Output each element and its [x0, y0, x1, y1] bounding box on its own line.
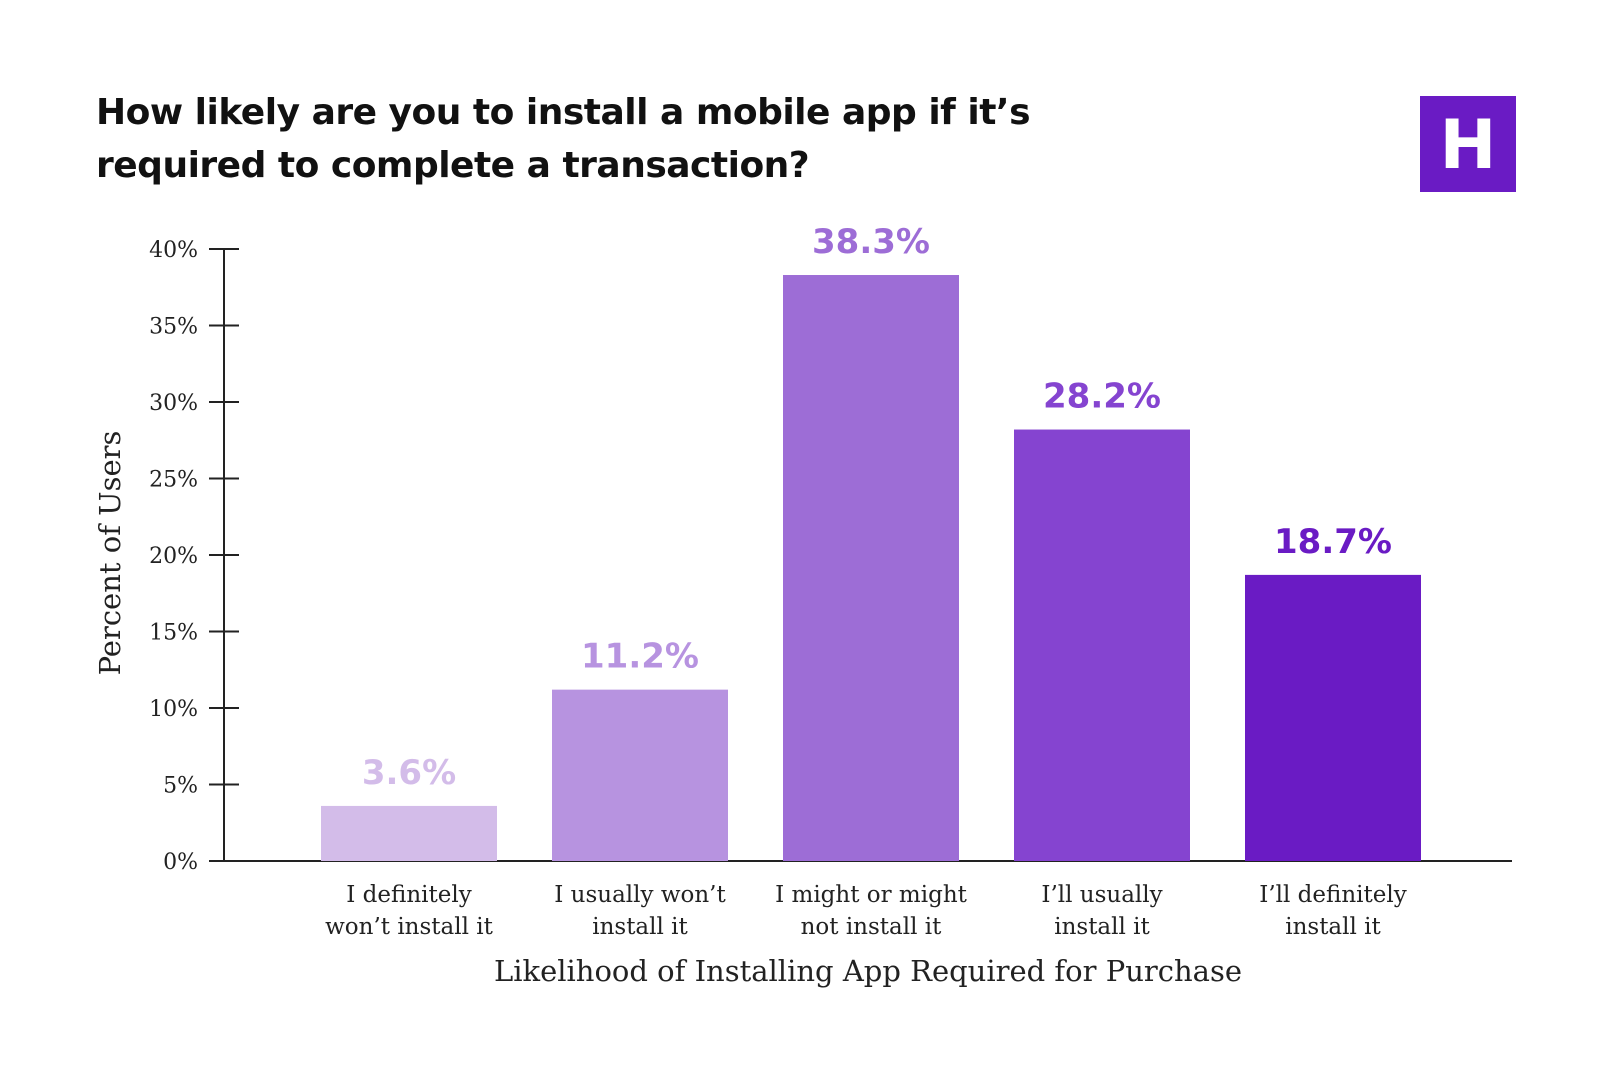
x-category-label: install it: [1285, 914, 1381, 940]
x-category-label: won’t install it: [325, 914, 494, 940]
bar-value-label: 11.2%: [581, 637, 699, 677]
x-category-label: not install it: [801, 914, 943, 940]
y-axis: 0% 5% 10% 15% 20% 25% 30% 35% 40%: [149, 238, 239, 875]
y-tick-label: 20%: [149, 544, 198, 569]
chart-title-line-1: How likely are you to install a mobile a…: [96, 92, 1031, 133]
x-category-label: I definitely: [346, 882, 471, 908]
bar: [1245, 574, 1421, 861]
x-category-label: I might or might: [775, 882, 968, 908]
bar-value-label: 18.7%: [1274, 522, 1392, 562]
bar: [1014, 429, 1190, 861]
x-category-label: I’ll usually: [1041, 882, 1162, 908]
brand-logo-icon: H: [1420, 96, 1516, 192]
bar: [321, 805, 497, 861]
bar: [552, 689, 728, 861]
y-tick-label: 40%: [149, 238, 198, 263]
bar-value-label: 3.6%: [362, 753, 456, 793]
bar-value-label: 28.2%: [1043, 377, 1161, 417]
brand-logo-background: [1420, 96, 1516, 192]
bars: [321, 275, 1421, 861]
y-tick-label: 25%: [149, 468, 198, 493]
x-category-label: install it: [1054, 914, 1150, 940]
chart-title-line-2: required to complete a transaction?: [96, 145, 810, 186]
y-tick-label: 15%: [149, 621, 198, 646]
y-tick-label: 5%: [163, 774, 198, 799]
x-category-label: install it: [592, 914, 688, 940]
y-tick-label: 10%: [149, 697, 198, 722]
y-tick-label: 35%: [149, 315, 198, 340]
bar: [783, 275, 959, 861]
y-tick-label: 0%: [163, 850, 198, 875]
y-axis-title: Percent of Users: [93, 431, 127, 676]
data-labels: 3.6% 11.2% 38.3% 28.2% 18.7%: [362, 222, 1392, 793]
x-category-label: I’ll definitely: [1259, 882, 1406, 908]
x-category-label: I usually won’t: [554, 882, 726, 908]
chart-title: How likely are you to install a mobile a…: [96, 86, 1096, 192]
bar-value-label: 38.3%: [812, 222, 930, 262]
category-labels: I definitely won’t install it I usually wo…: [325, 882, 1407, 940]
brand-logo-letter: H: [1440, 106, 1497, 185]
x-axis-title: Likelihood of Installing App Required fo…: [494, 954, 1242, 988]
y-tick-label: 30%: [149, 391, 198, 416]
